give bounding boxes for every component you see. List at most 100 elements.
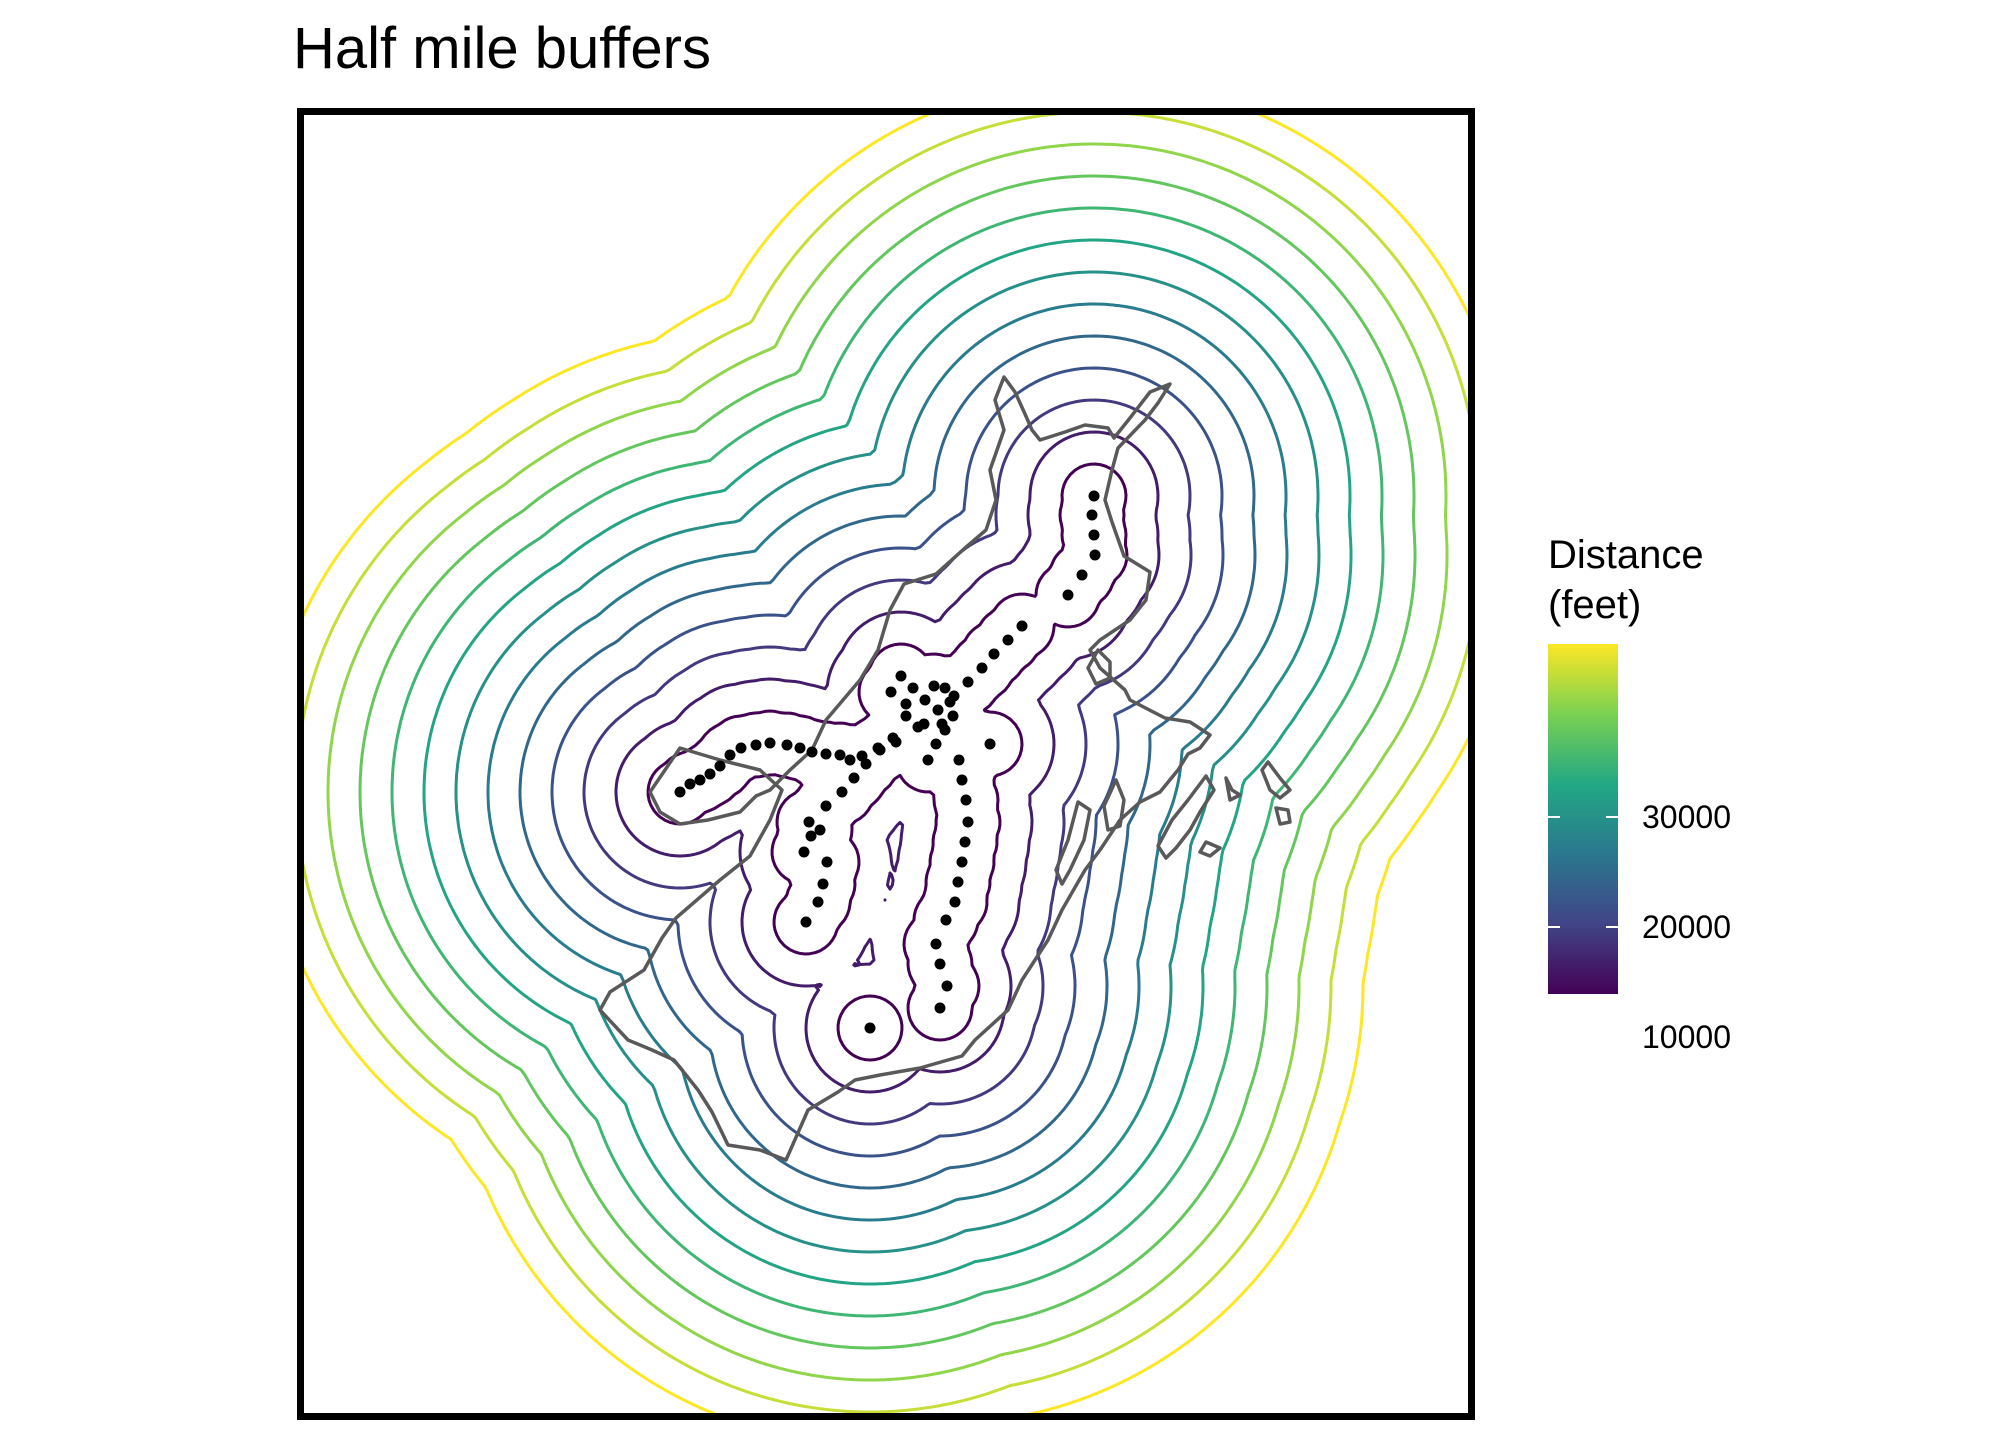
legend-title: Distance (feet) [1548, 530, 1704, 630]
station-point [848, 772, 860, 784]
station-point [930, 938, 942, 950]
page-title: Half mile buffers [293, 16, 711, 81]
station-point [953, 754, 965, 766]
colorbar-label-20000: 20000 [1642, 909, 1731, 945]
station-point [941, 980, 953, 992]
station-point [764, 737, 776, 749]
city-boundary-island [1260, 760, 1292, 800]
station-point [750, 739, 762, 751]
legend-title-line-2: (feet) [1548, 583, 1642, 627]
legend: Distance (feet) 30000 20000 10000 [1548, 530, 1848, 1055]
station-point [724, 749, 736, 761]
station-point [900, 710, 912, 722]
colorbar-label-10000: 10000 [1642, 1019, 1731, 1055]
station-point [684, 778, 696, 790]
station-point [794, 742, 806, 754]
station-point [805, 830, 817, 842]
buffer-contour-13200 [518, 334, 1257, 1190]
station-point [714, 760, 726, 772]
station-point [936, 718, 948, 730]
station-point [949, 896, 961, 908]
station-point [1088, 529, 1100, 541]
station-point [674, 786, 686, 798]
station-point [1088, 490, 1100, 502]
station-points [674, 490, 1101, 1034]
station-point [1002, 634, 1014, 646]
city-boundary-island [1198, 840, 1222, 858]
station-point [934, 1002, 946, 1014]
legend-title-line-1: Distance [1548, 533, 1704, 577]
station-point [956, 856, 968, 868]
buffer-contour-10560 [550, 366, 1225, 1158]
station-point [820, 748, 832, 760]
station-point [1076, 569, 1088, 581]
station-point [962, 676, 974, 688]
buffer-contours [304, 115, 1468, 1413]
station-point [959, 836, 971, 848]
station-point [872, 742, 884, 754]
station-point [798, 846, 810, 858]
station-point [735, 742, 747, 754]
buffer-contour-29040 [326, 142, 1449, 1382]
colorbar-tick-10000-right [1606, 1036, 1618, 1038]
station-point [885, 686, 897, 698]
station-point [912, 721, 924, 733]
station-point [890, 736, 902, 748]
station-point [976, 662, 988, 674]
station-point [1089, 549, 1101, 561]
station-point [928, 680, 940, 692]
station-point [956, 774, 968, 786]
station-point [694, 774, 706, 786]
station-point [806, 746, 818, 758]
station-point [932, 704, 944, 716]
station-point [817, 878, 829, 890]
station-point [988, 648, 1000, 660]
station-point [940, 914, 952, 926]
station-point [944, 696, 956, 708]
station-point [960, 794, 972, 806]
buffer-contour-7920 [582, 398, 1193, 1126]
buffer-contour-34320 [304, 115, 1468, 1413]
buffer-contour-21120 [422, 238, 1353, 1286]
colorbar-tick-30000-left [1548, 816, 1560, 818]
station-point [812, 896, 824, 908]
station-point [836, 786, 848, 798]
station-point [984, 738, 996, 750]
station-point [844, 754, 856, 766]
station-point [1062, 589, 1074, 601]
buffer-contour-31680 [304, 115, 1468, 1413]
buffer-contour-18480 [454, 270, 1321, 1254]
station-point [934, 958, 946, 970]
city-boundary-island [1274, 806, 1292, 826]
station-point [919, 694, 931, 706]
city-boundary-island [1102, 778, 1126, 832]
station-point [922, 754, 934, 766]
colorbar-tick-20000-right [1606, 926, 1618, 928]
station-point [800, 916, 812, 928]
buffer-contour-26400 [358, 174, 1417, 1350]
buffer-contour-2640 [646, 462, 1129, 1062]
station-point [781, 739, 793, 751]
station-point [930, 738, 942, 750]
station-point [820, 800, 832, 812]
station-point [1016, 620, 1028, 632]
station-point [1086, 509, 1098, 521]
colorbar [1548, 644, 1618, 994]
station-point [803, 816, 815, 828]
colorbar-tick-30000-right [1606, 816, 1618, 818]
buffer-contour-23760 [390, 206, 1385, 1318]
colorbar-tick-10000-left [1548, 1036, 1560, 1038]
city-boundary [598, 375, 1292, 1162]
station-point [704, 768, 716, 780]
station-point [907, 682, 919, 694]
city-boundary-island [1224, 776, 1242, 802]
station-point [895, 670, 907, 682]
colorbar-tick-20000-left [1548, 926, 1560, 928]
city-boundary-island [1054, 800, 1092, 886]
station-point [939, 682, 951, 694]
station-point [821, 856, 833, 868]
city-boundary-island [1156, 774, 1216, 860]
station-point [962, 816, 974, 828]
station-point [864, 1022, 876, 1034]
